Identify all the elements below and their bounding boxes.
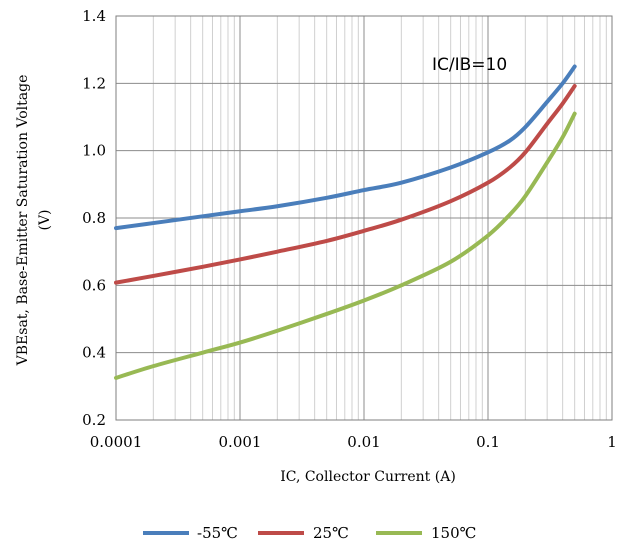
y-tick-label: 1.4: [82, 7, 106, 25]
x-tick-label: 0.1: [476, 433, 500, 451]
x-tick-label: 1: [607, 433, 617, 451]
x-tick-labels: 0.0001 0.001 0.01 0.1 1: [90, 433, 617, 451]
y-tick-labels: 0.2 0.4 0.6 0.8 1.0 1.2 1.4: [82, 7, 106, 429]
annotation-ic-ib: IC/IB=10: [432, 55, 507, 75]
legend-item-25c: 25℃: [258, 524, 349, 542]
series-line-minus-55c: [114, 64, 577, 231]
plot-frame: [115, 15, 613, 421]
series-layer: [114, 64, 577, 380]
legend-label: 25℃: [313, 524, 349, 542]
y-axis-title-line1: VBEsat, Base-Emitter Saturation Voltage: [15, 75, 31, 367]
x-tick-label: 0.01: [347, 433, 380, 451]
x-tick-label: 0.0001: [90, 433, 143, 451]
y-tick-label: 1.2: [82, 74, 106, 92]
legend-item-minus-55c: -55℃: [143, 524, 238, 542]
y-tick-label: 0.2: [82, 411, 106, 429]
legend-label: 150℃: [431, 524, 476, 542]
legend: -55℃ 25℃ 150℃: [143, 524, 476, 542]
series-line-150c: [114, 111, 577, 380]
y-axis-title-line2: (V): [37, 209, 53, 230]
x-tick-label: 0.001: [219, 433, 262, 451]
y-axis-title: VBEsat, Base-Emitter Saturation Voltage …: [15, 75, 53, 367]
y-tick-label: 0.8: [82, 209, 106, 227]
y-tick-label: 0.4: [82, 344, 106, 362]
y-tick-label: 1.0: [82, 142, 106, 160]
x-axis-title: IC, Collector Current (A): [280, 469, 456, 485]
series-line-25c: [114, 84, 577, 285]
y-tick-label: 0.6: [82, 276, 106, 294]
legend-item-150c: 150℃: [376, 524, 476, 542]
legend-label: -55℃: [197, 524, 238, 542]
